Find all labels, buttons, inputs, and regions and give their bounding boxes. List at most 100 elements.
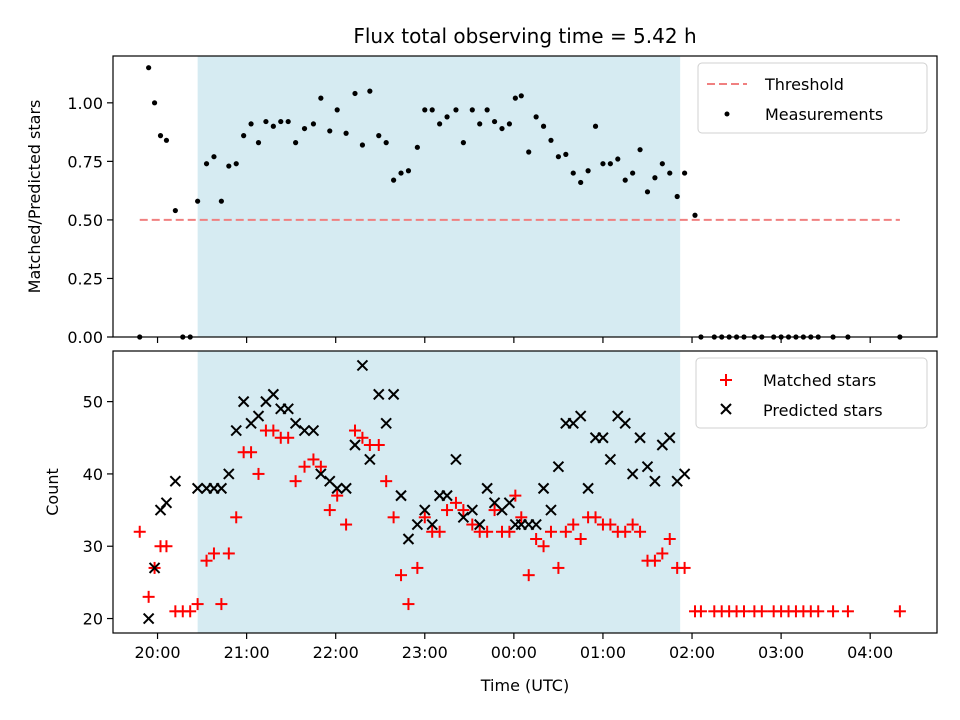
matched-star-point: [694, 605, 707, 618]
measurement-point: [301, 125, 308, 132]
top-y-axis-label: Matched/Predicted stars: [25, 100, 44, 294]
predicted-star-point: [356, 359, 369, 372]
matched-star-point: [298, 460, 311, 473]
legend-matched-swatch: [720, 374, 732, 386]
measurement-point: [391, 177, 397, 183]
measurement-point: [211, 154, 217, 160]
measurement-point: [327, 128, 333, 134]
matched-star-point: [515, 511, 528, 524]
measurement-point: [444, 114, 450, 120]
predicted-star-point: [664, 432, 676, 444]
predicted-star-point: [169, 475, 182, 487]
predicted-star-point: [678, 468, 691, 480]
measurement-point: [518, 93, 524, 99]
bottom-legend: Matched stars Predicted stars: [695, 357, 928, 429]
matched-star-point: [289, 475, 302, 488]
predicted-star-point: [267, 388, 280, 401]
measurement-point: [172, 207, 178, 214]
matched-star-point: [331, 489, 344, 502]
measurement-point: [491, 118, 498, 125]
y-tick-label: 0.50: [67, 211, 103, 230]
matched-star-point: [267, 424, 280, 437]
predicted-star-point: [441, 489, 453, 502]
matched-star-point: [449, 496, 462, 509]
measurement-point: [278, 118, 284, 125]
matched-star-point: [567, 518, 580, 531]
predicted-star-point: [450, 453, 462, 466]
predicted-star-point: [223, 468, 235, 480]
legend-threshold-label: Threshold: [764, 75, 844, 94]
matched-star-point: [812, 605, 825, 618]
measurement-point: [453, 107, 459, 113]
predicted-star-point: [503, 497, 516, 509]
measurement-point: [248, 121, 254, 127]
matched-star-point: [457, 504, 470, 517]
matched-star-point: [230, 511, 243, 524]
matched-star-point: [356, 431, 369, 444]
predicted-star-point: [402, 533, 415, 545]
measurement-point: [659, 161, 665, 167]
measurement-point: [637, 147, 643, 153]
matched-star-point: [395, 569, 408, 582]
legend-predicted-swatch: [720, 403, 732, 415]
bottom-legend-box: [695, 357, 928, 429]
predicted-star-point: [411, 518, 424, 531]
predicted-star-point: [457, 511, 470, 524]
matched-star-point: [433, 525, 446, 538]
measurement-point: [151, 100, 158, 106]
predicted-star-point: [387, 388, 400, 401]
measurement-point: [157, 133, 164, 139]
predicted-star-point: [395, 489, 407, 502]
measurement-point: [667, 170, 673, 176]
y-tick-label: 40: [83, 465, 103, 484]
matched-star-point: [522, 569, 535, 582]
x-tick-label: 04:00: [847, 643, 893, 662]
bottom-panel: 20 30 40 50 20:00 21:00 22:00 23:00 00:00 01:00 0…: [43, 350, 938, 695]
x-axis-label: Time (UTC): [480, 676, 569, 695]
measurement-point: [607, 161, 613, 167]
legend-measurements-label: Measurements: [765, 105, 883, 124]
measurement-point: [310, 121, 317, 127]
predicted-star-point: [552, 460, 565, 473]
bottom-x-ticks: 20:00 21:00 22:00 23:00 00:00 01:00 02:00 03:00…: [134, 633, 893, 662]
matched-star-point: [656, 547, 669, 560]
matched-star-point: [387, 511, 400, 524]
matched-star-point: [207, 547, 220, 560]
matched-star-point: [307, 453, 320, 466]
bottom-panel-frame: [112, 350, 938, 634]
matched-star-point: [537, 540, 550, 553]
predicted-star-point: [545, 504, 557, 516]
measurement-point: [343, 130, 349, 136]
matched-star-point: [530, 533, 543, 545]
matched-star-point: [349, 424, 362, 437]
measurement-point: [615, 156, 621, 162]
matched-star-point: [245, 446, 258, 459]
measurement-point: [460, 140, 466, 146]
measurement-point: [318, 95, 324, 101]
matched-star-point: [142, 590, 155, 603]
legend-predicted-label: Predicted stars: [763, 401, 883, 420]
x-tick-label: 02:00: [669, 643, 715, 662]
matched-star-point: [503, 525, 516, 538]
predicted-star-point: [298, 424, 311, 437]
matched-star-point: [737, 605, 750, 618]
measurement-point: [692, 212, 698, 218]
measurement-point: [540, 123, 547, 129]
measurement-point: [241, 133, 247, 139]
matched-star-point: [133, 525, 146, 538]
measurement-point: [682, 170, 688, 176]
predicted-star-point: [626, 468, 639, 480]
matched-star-point: [574, 533, 587, 545]
measurement-point: [293, 140, 299, 146]
x-tick-label: 01:00: [580, 643, 626, 662]
y-tick-label: 1.00: [67, 94, 103, 113]
measurement-point: [422, 107, 428, 113]
matched-star-point: [418, 511, 431, 524]
matched-star-point: [488, 504, 501, 517]
measurement-point: [484, 107, 490, 113]
measurement-point: [270, 123, 276, 129]
y-tick-label: 20: [83, 610, 103, 629]
matched-star-point: [314, 460, 327, 473]
matched-star-point: [559, 525, 572, 538]
